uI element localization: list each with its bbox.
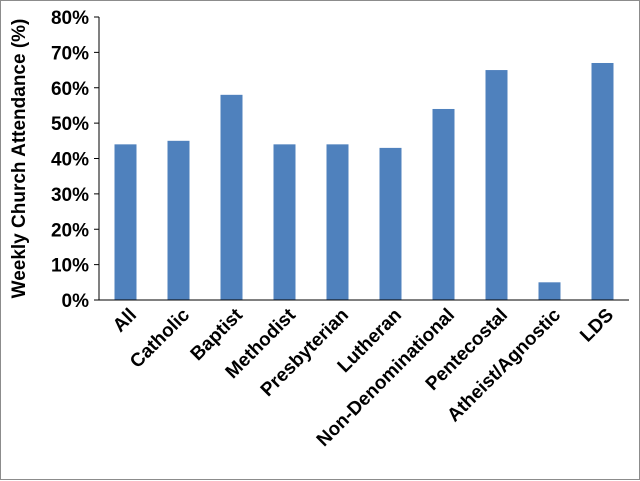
x-axis-labels: AllCatholicBaptistMethodistPresbyterianL… <box>109 304 618 451</box>
bar-presbyterian <box>326 144 349 300</box>
bar-lutheran <box>379 147 402 300</box>
bar-methodist <box>273 144 296 300</box>
y-axis-title: Weekly Church Attendance (%) <box>9 19 30 299</box>
bar-pentecostal <box>485 70 508 300</box>
x-tick-label: LDS <box>576 305 618 347</box>
y-tick-label: 80% <box>51 8 89 29</box>
bar-atheist-agnostic <box>538 282 561 300</box>
y-tick-label: 40% <box>51 150 89 171</box>
y-tick-label: 20% <box>51 220 89 241</box>
bar-all <box>114 144 137 300</box>
bars <box>114 62 614 300</box>
y-tick-label: 10% <box>51 256 89 277</box>
y-axis-ticks: 0% 10% 20% 30% 40% 50% 60% 70% 80% <box>51 8 99 312</box>
y-tick-label: 30% <box>51 185 89 206</box>
bar-catholic <box>167 140 190 300</box>
bar-lds <box>591 62 614 300</box>
y-tick-label: 70% <box>51 43 89 64</box>
x-tick-label: Catholic <box>126 304 194 372</box>
bar-non-denominational <box>432 108 455 300</box>
y-tick-label: 60% <box>51 79 89 100</box>
x-tick-label: All <box>109 305 141 337</box>
y-tick-label: 0% <box>62 291 90 312</box>
bar-baptist <box>220 94 243 300</box>
y-tick-label: 50% <box>51 114 89 135</box>
